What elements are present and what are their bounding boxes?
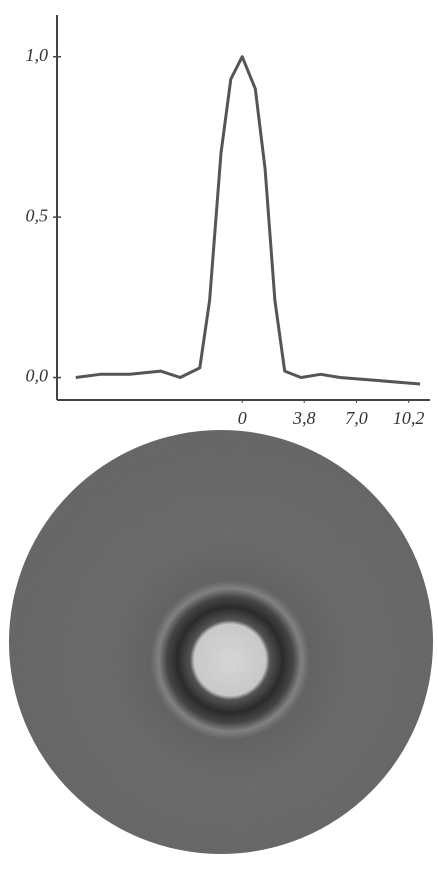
x-tick-label: 3,8 <box>292 408 316 428</box>
plot: 0,0 0,5 1,0 0 3,8 7,0 10,2 <box>26 15 430 428</box>
y-tick-label: 0,0 <box>26 366 49 386</box>
x-tick-label: 10,2 <box>393 408 425 428</box>
y-tick-label: 0,5 <box>26 205 49 225</box>
diffraction-photo <box>9 430 433 854</box>
x-tick-label: 7,0 <box>345 408 368 428</box>
y-tick-label: 1,0 <box>26 45 49 65</box>
x-tick-label: 0 <box>238 408 247 428</box>
photo-disc <box>9 430 433 854</box>
line-series <box>75 55 421 386</box>
